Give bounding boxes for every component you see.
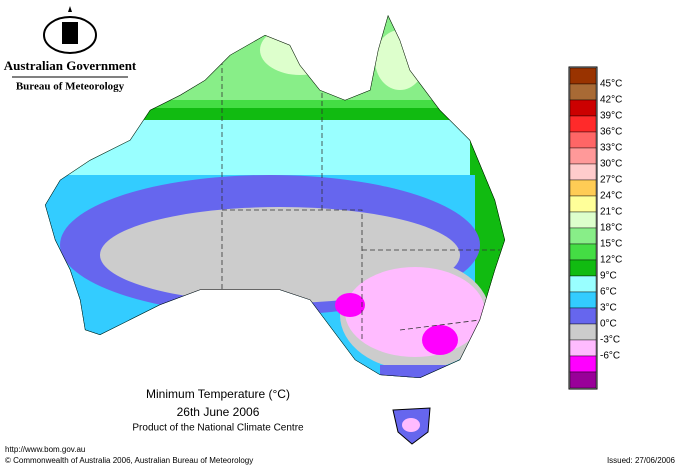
legend-label: 39°C xyxy=(600,111,622,122)
legend-label: -6°C xyxy=(600,351,620,362)
legend-label: 30°C xyxy=(600,159,622,170)
legend-box xyxy=(569,179,597,197)
bureau: Bureau of Meteorology xyxy=(16,81,125,93)
legend-label: 9°C xyxy=(600,271,617,282)
agency: Australian Government xyxy=(4,58,137,73)
legend-box xyxy=(569,67,597,85)
legend-box xyxy=(569,115,597,133)
legend-label: 3°C xyxy=(600,303,617,314)
legend-box xyxy=(569,275,597,293)
crest xyxy=(43,6,97,54)
caption-title: Minimum Temperature (°C) xyxy=(146,387,290,401)
legend-box xyxy=(569,227,597,245)
legend-label: 12°C xyxy=(600,255,622,266)
copyright: © Commonwealth of Australia 2006, Austra… xyxy=(5,456,253,465)
legend-box xyxy=(569,147,597,165)
legend-box xyxy=(569,259,597,277)
caption-product: Product of the National Climate Centre xyxy=(132,423,304,434)
legend-box xyxy=(569,195,597,213)
legend-box xyxy=(569,99,597,117)
issued: Issued: 27/06/2006 xyxy=(607,456,676,465)
legend-label: 24°C xyxy=(600,191,622,202)
legend-box xyxy=(569,243,597,261)
legend-label: 15°C xyxy=(600,239,622,250)
legend-label: 6°C xyxy=(600,287,617,298)
legend-label: 18°C xyxy=(600,223,622,234)
legend-box xyxy=(569,83,597,101)
legend-label: -3°C xyxy=(600,335,620,346)
legend-label: 0°C xyxy=(600,319,617,330)
legend-label: 36°C xyxy=(600,127,622,138)
legend-box xyxy=(569,339,597,357)
legend-label: 45°C xyxy=(600,79,622,90)
legend-label: 27°C xyxy=(600,175,622,186)
legend-label: 42°C xyxy=(600,95,622,106)
legend-box xyxy=(569,211,597,229)
legend-label: 21°C xyxy=(600,207,622,218)
caption-date: 26th June 2006 xyxy=(177,405,260,419)
legend-label: 33°C xyxy=(600,143,622,154)
legend-box xyxy=(569,291,597,309)
legend-box xyxy=(569,371,597,389)
legend-box xyxy=(569,323,597,341)
legend: 45°C 42°C 39°C 36°C 33°C 30°C 27°C 24°C 21°C 18°C… xyxy=(568,66,622,390)
legend-box xyxy=(569,355,597,373)
legend-frame xyxy=(568,66,598,390)
legend-box xyxy=(569,163,597,181)
url: http://www.bom.gov.au xyxy=(5,445,85,454)
legend-box xyxy=(569,307,597,325)
tasmania-cold xyxy=(402,418,420,432)
legend-box xyxy=(569,131,597,149)
